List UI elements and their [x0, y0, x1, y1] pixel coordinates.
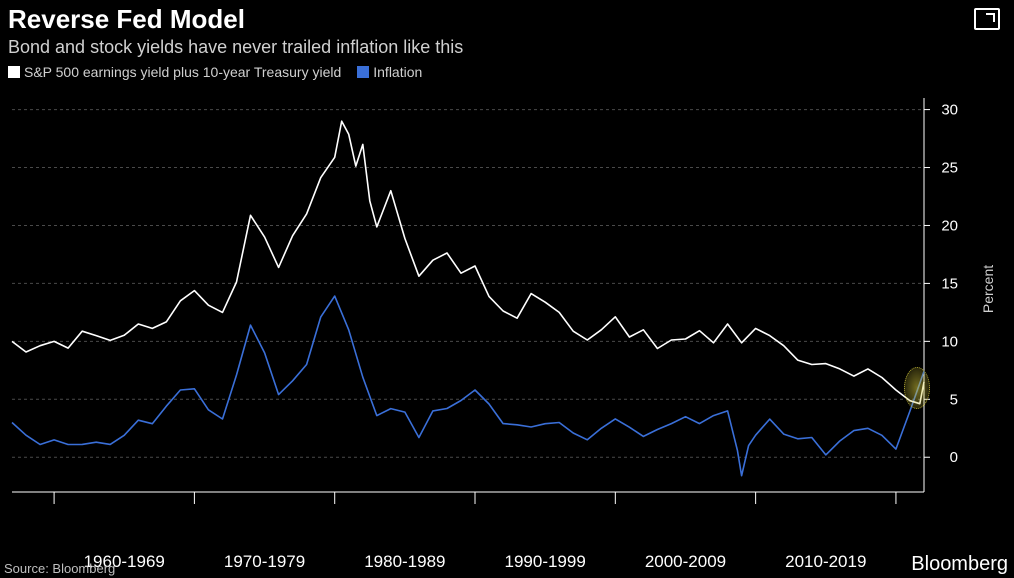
- source-attribution: Source: Bloomberg: [4, 561, 115, 576]
- x-tick-label: 2010-2019: [785, 552, 866, 572]
- svg-text:20: 20: [941, 217, 958, 234]
- chart-plot-area: 0 5 10 15 20 25 30: [8, 92, 968, 512]
- expand-icon[interactable]: [974, 8, 1000, 30]
- chart-svg: 0 5 10 15 20 25 30: [8, 92, 968, 512]
- chart-subtitle: Bond and stock yields have never trailed…: [8, 37, 1006, 58]
- y-axis-label: Percent: [980, 265, 996, 313]
- legend-swatch-1: [8, 66, 20, 78]
- brand-label: Bloomberg: [911, 553, 1008, 576]
- header: Reverse Fed Model Bond and stock yields …: [0, 0, 1014, 60]
- svg-text:15: 15: [941, 275, 958, 292]
- svg-text:5: 5: [950, 391, 958, 408]
- x-tick-label: 2000-2009: [645, 552, 726, 572]
- svg-text:25: 25: [941, 160, 958, 177]
- legend-item-series2: Inflation: [357, 64, 422, 80]
- chart-container: Reverse Fed Model Bond and stock yields …: [0, 0, 1014, 578]
- x-tick-label: 1980-1989: [364, 552, 445, 572]
- svg-text:0: 0: [950, 449, 958, 466]
- legend-swatch-2: [357, 66, 369, 78]
- svg-text:30: 30: [941, 102, 958, 119]
- svg-text:10: 10: [941, 333, 958, 350]
- legend-label-1: S&P 500 earnings yield plus 10-year Trea…: [24, 64, 341, 80]
- chart-title: Reverse Fed Model: [8, 4, 1006, 35]
- legend-label-2: Inflation: [373, 64, 422, 80]
- legend: S&P 500 earnings yield plus 10-year Trea…: [0, 60, 1014, 84]
- legend-item-series1: S&P 500 earnings yield plus 10-year Trea…: [8, 64, 341, 80]
- x-tick-label: 1970-1979: [224, 552, 305, 572]
- x-tick-label: 1990-1999: [505, 552, 586, 572]
